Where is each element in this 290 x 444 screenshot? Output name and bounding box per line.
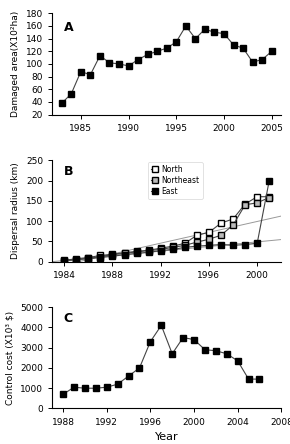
East xyxy=(207,243,211,248)
North xyxy=(99,253,102,258)
Northeast xyxy=(111,252,114,258)
North xyxy=(267,194,271,199)
Northeast xyxy=(87,256,90,261)
East xyxy=(231,243,235,248)
Northeast xyxy=(123,251,126,256)
Northeast xyxy=(147,248,151,253)
North xyxy=(75,256,78,262)
Legend: North, Northeast, East: North, Northeast, East xyxy=(148,162,203,199)
Northeast xyxy=(231,222,235,228)
North xyxy=(123,250,126,255)
Northeast xyxy=(63,258,66,263)
Y-axis label: Damaged area(X10²ha): Damaged area(X10²ha) xyxy=(11,11,20,117)
Text: A: A xyxy=(64,21,73,35)
Text: B: B xyxy=(64,165,73,178)
Northeast xyxy=(99,254,102,259)
Line: Northeast: Northeast xyxy=(61,195,272,264)
Y-axis label: Control cost (X10³ $): Control cost (X10³ $) xyxy=(6,311,14,405)
Northeast xyxy=(135,249,138,254)
North xyxy=(171,243,175,249)
East xyxy=(195,243,199,249)
East xyxy=(87,256,90,262)
Line: East: East xyxy=(61,178,272,264)
East xyxy=(99,255,102,260)
North xyxy=(195,233,199,238)
East xyxy=(75,257,78,262)
East xyxy=(171,247,175,252)
North xyxy=(207,230,211,235)
East xyxy=(255,241,259,246)
East xyxy=(183,245,186,250)
East xyxy=(219,242,223,247)
Y-axis label: Dispersal radius (km): Dispersal radius (km) xyxy=(11,163,20,259)
Northeast xyxy=(75,257,78,262)
Northeast xyxy=(195,239,199,245)
Northeast xyxy=(219,233,223,238)
East xyxy=(147,250,151,255)
North xyxy=(255,194,259,199)
East xyxy=(123,252,126,258)
North xyxy=(87,255,90,260)
North xyxy=(219,220,223,226)
East xyxy=(159,248,162,253)
X-axis label: Year: Year xyxy=(155,432,179,442)
North xyxy=(135,249,138,254)
Northeast xyxy=(243,202,247,207)
North xyxy=(111,252,114,257)
Northeast xyxy=(159,247,162,252)
Line: North: North xyxy=(61,194,272,263)
North xyxy=(63,258,66,263)
East xyxy=(243,242,247,247)
North xyxy=(243,201,247,206)
North xyxy=(147,248,151,253)
North xyxy=(159,246,162,251)
Northeast xyxy=(267,195,271,200)
North xyxy=(183,241,186,246)
Northeast xyxy=(207,237,211,242)
North xyxy=(231,216,235,222)
East xyxy=(267,178,271,183)
Text: C: C xyxy=(64,312,73,325)
East xyxy=(63,258,66,263)
East xyxy=(135,251,138,256)
Northeast xyxy=(255,200,259,206)
Northeast xyxy=(183,243,186,248)
East xyxy=(111,254,114,259)
Northeast xyxy=(171,245,175,250)
